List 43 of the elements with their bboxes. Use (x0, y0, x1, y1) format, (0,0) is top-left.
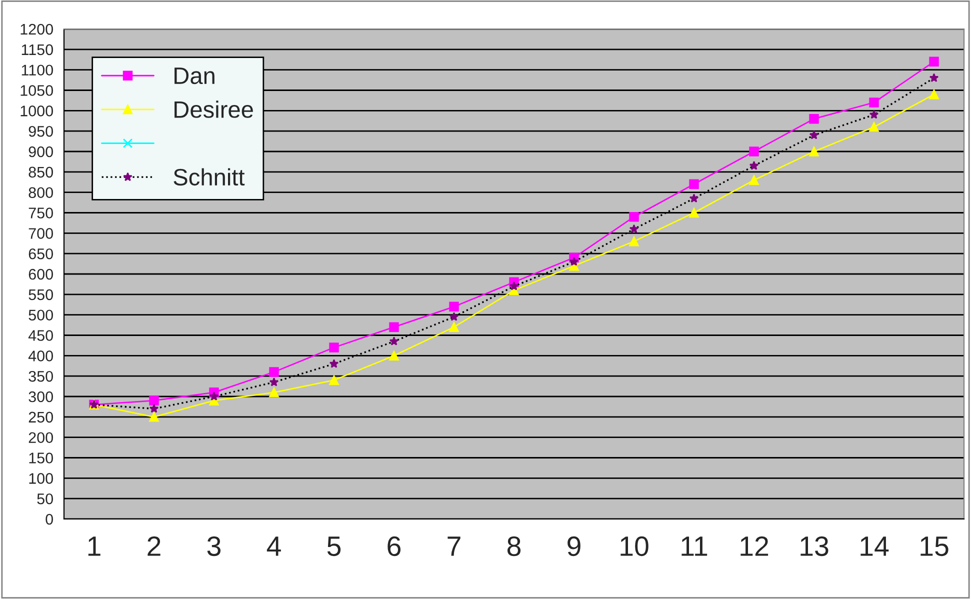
y-tick-label: 900 (28, 146, 53, 158)
y-tick-label: 250 (28, 412, 53, 423)
x-tick-label: 10 (620, 536, 648, 556)
y-tick-label: 700 (28, 228, 53, 239)
y-tick-label: 950 (28, 126, 53, 137)
y-tick-label: 750 (28, 208, 53, 218)
x-tick-label: 5 (327, 536, 341, 556)
y-tick-label: 200 (28, 432, 53, 444)
x-tick-label: 7 (448, 536, 460, 556)
x-tick-label: 14 (860, 536, 889, 556)
x-tick-label: 11 (682, 536, 708, 556)
y-tick-label: 450 (28, 330, 53, 341)
y-tick-label: 350 (28, 370, 53, 382)
y-tick-label: 100 (29, 473, 53, 484)
y-tick-label: 650 (28, 248, 53, 260)
x-tick-label: 15 (920, 536, 948, 556)
y-tick-label: 50 (37, 493, 53, 504)
y-tick-label: 1150 (22, 44, 53, 56)
y-tick-label: 550 (28, 289, 53, 300)
y-tick-label: 1200 (20, 24, 53, 35)
x-tick-label: 1 (88, 536, 100, 556)
y-tick-label: 500 (28, 310, 53, 321)
y-tick-label: 1050 (20, 85, 53, 96)
x-tick-label: 3 (207, 536, 221, 556)
y-tick-label: 0 (46, 514, 53, 525)
legend-label: Dan (174, 68, 214, 84)
y-tick-label: 850 (28, 166, 53, 178)
y-tick-label: 400 (28, 350, 53, 362)
x-tick-label: 12 (740, 536, 768, 556)
y-tick-label: 800 (28, 187, 53, 198)
x-tick-label: 6 (388, 536, 401, 556)
y-tick-label: 150 (29, 452, 53, 464)
y-tick-label: 1000 (20, 106, 53, 116)
legend-label: Schnitt (174, 168, 245, 186)
legend-label: Desiree (174, 100, 253, 118)
x-tick-label: 2 (148, 536, 160, 556)
y-tick-label: 1100 (22, 64, 53, 76)
y-tick-label: 300 (28, 391, 53, 402)
x-tick-label: 13 (800, 536, 828, 556)
y-tick-label: 600 (28, 268, 53, 280)
x-tick-label: 9 (568, 536, 580, 556)
x-tick-label: 8 (507, 536, 521, 556)
x-tick-label: 4 (266, 536, 281, 556)
